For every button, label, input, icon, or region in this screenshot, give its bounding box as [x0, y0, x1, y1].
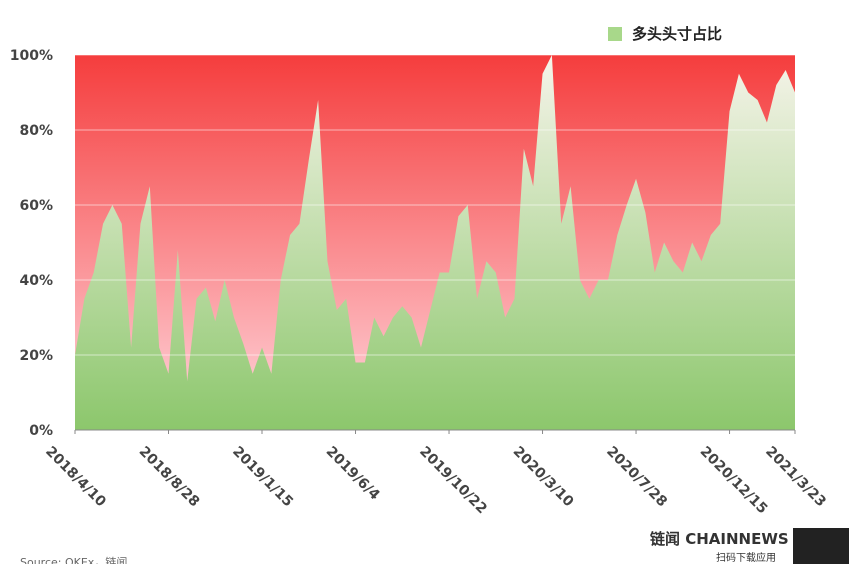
brand-sub: 扫码下载应用: [716, 551, 776, 564]
x-tick-label: 2020/7/28: [603, 444, 670, 511]
y-tick-label: 0%: [29, 423, 53, 439]
x-tick-label: 2020/12/15: [697, 444, 771, 518]
brand: 链闻 CHAINNEWS: [650, 530, 789, 548]
x-tick-label: 2019/10/22: [416, 444, 490, 518]
y-tick-label: 80%: [19, 123, 53, 139]
legend-label: 多头头寸占比: [632, 25, 722, 43]
area: [75, 55, 795, 430]
x-tick-label: 2019/6/4: [323, 444, 383, 504]
y-tick-label: 100%: [10, 48, 53, 64]
x-tick-label: 2020/3/10: [510, 444, 577, 511]
y-tick-label: 60%: [19, 198, 53, 214]
legend-swatch: [608, 27, 622, 41]
x-tick-label: 2018/4/10: [42, 444, 109, 511]
x-tick-label: 2019/1/15: [229, 444, 296, 511]
source: Source: OKEx，链闻: [20, 555, 127, 564]
y-tick-label: 40%: [19, 273, 53, 289]
x-tick-label: 2018/8/28: [136, 444, 203, 511]
x-tick-label: 2021/3/23: [762, 444, 829, 511]
qr-code: [793, 528, 849, 564]
y-tick-label: 20%: [19, 348, 53, 364]
